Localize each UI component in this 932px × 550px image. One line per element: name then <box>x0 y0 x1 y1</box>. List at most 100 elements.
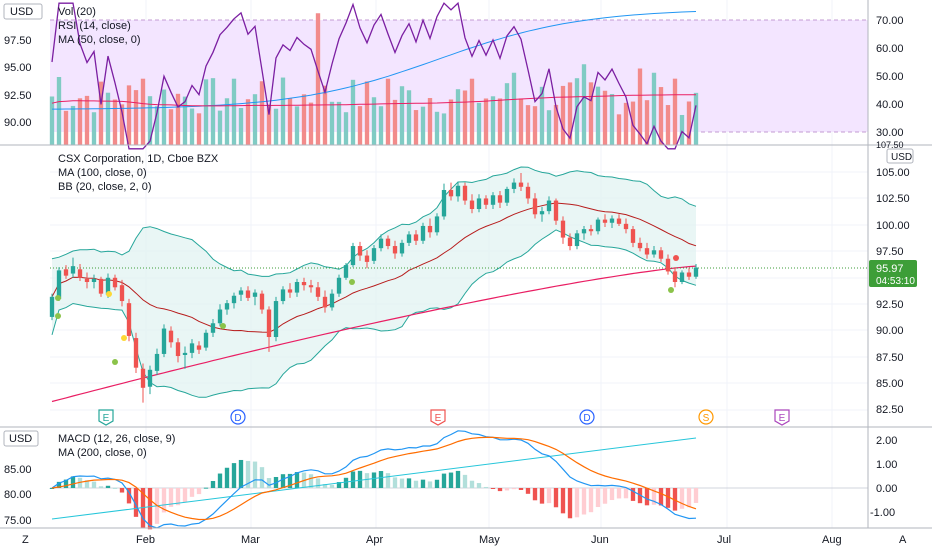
price-tick: 85.00 <box>876 378 904 390</box>
top-left-axis: 97.50 95.00 92.50 90.00 <box>4 35 32 129</box>
volume-bar <box>350 79 356 145</box>
macd-hist-bar <box>581 488 587 515</box>
volume-bar <box>336 101 342 145</box>
volume-bar <box>154 106 160 145</box>
rsi-line <box>51 1 697 150</box>
macd-hist-bar <box>392 477 398 488</box>
candle-body <box>133 338 139 368</box>
candle-body <box>406 234 412 243</box>
candle-body <box>168 330 174 343</box>
macd-hist-bar <box>539 488 545 504</box>
candle-body <box>469 200 475 210</box>
event-marker-earnings-future <box>774 409 790 426</box>
macd-hist-bar <box>511 488 517 490</box>
candle-body <box>392 246 398 254</box>
candle-body <box>266 309 272 338</box>
volume-bar <box>553 104 559 145</box>
price-tick: 90.00 <box>876 325 904 337</box>
main-right-axis[interactable]: USD 105.00 102.50 100.00 97.50 92.50 90.… <box>869 148 917 416</box>
candle-body <box>539 211 545 215</box>
volume-bar <box>119 104 125 145</box>
macd-hist-bar <box>427 481 433 488</box>
volume-bar <box>147 96 153 145</box>
bottom-right-axis[interactable]: 2.00 1.00 0.00 -1.00 <box>870 435 897 519</box>
price-tick: 97.50 <box>876 246 904 258</box>
volume-bar <box>294 106 300 145</box>
volume-bar <box>287 98 293 145</box>
volume-bar <box>371 97 377 145</box>
symbol-title[interactable]: CSX Corporation, 1D, Cboe BZX <box>58 153 219 165</box>
event-marker-letter: E <box>435 413 442 424</box>
currency-badge[interactable] <box>3 3 43 20</box>
candle-body <box>609 218 615 223</box>
candle-body <box>77 269 83 278</box>
volume-bar <box>126 85 132 145</box>
macd-hist-bar <box>399 478 405 488</box>
volume-bar <box>252 94 258 145</box>
candle-body <box>315 287 321 297</box>
volume-bar <box>581 64 587 145</box>
candle-body <box>259 293 265 310</box>
legend-ma50: MA (50, close, 0) <box>58 34 141 46</box>
volume-bar <box>91 112 97 145</box>
candle-body <box>357 246 363 256</box>
rsi-tick: 30.00 <box>876 127 904 139</box>
rsi-tick: 60.00 <box>876 43 904 55</box>
top-left-tick: 92.50 <box>4 90 32 102</box>
candle-body <box>581 229 587 234</box>
macd-hist-bar <box>259 467 265 488</box>
event-marker-dividend <box>230 409 246 425</box>
volume-bar <box>315 13 321 145</box>
macd-hist-bar <box>686 488 692 508</box>
event-marker-earnings-red <box>430 409 446 426</box>
volume-ma-line <box>52 11 697 110</box>
volume-bar <box>280 77 286 145</box>
bollinger-basis <box>51 202 697 333</box>
macd-hist-bar <box>406 478 412 488</box>
top-right-axis[interactable]: 70.00 60.00 50.00 40.00 30.00 107.50 <box>876 15 904 150</box>
macd-hist-bar <box>616 488 622 499</box>
macd-hist-bar <box>308 474 314 488</box>
candle-body <box>623 223 629 230</box>
macd-hist-bar <box>644 488 650 506</box>
partial-tick: 107.50 <box>876 140 904 150</box>
macd-hist-bar <box>287 473 293 488</box>
macd-pane[interactable] <box>49 430 868 530</box>
volume-bar <box>476 102 482 145</box>
volume-bars <box>49 13 699 145</box>
candle-body <box>119 285 125 302</box>
volume-bar <box>651 72 657 145</box>
time-axis[interactable]: Z Feb Mar Apr May Jun Jul Aug A <box>22 534 907 546</box>
volume-rsi-pane[interactable] <box>49 1 868 150</box>
macd-tick: -1.00 <box>870 507 895 519</box>
volume-bar <box>133 90 139 145</box>
currency-badge[interactable] <box>886 148 914 164</box>
signal-dot <box>112 359 118 365</box>
currency-badge[interactable] <box>3 430 39 447</box>
bottom-legend: USD MACD (12, 26, close, 9) MA (200, clo… <box>3 430 175 459</box>
auto-scale-button[interactable]: A <box>899 534 907 546</box>
candle-body <box>595 219 601 232</box>
candle-body <box>350 246 356 266</box>
macd-line <box>51 430 697 529</box>
currency-label: USD <box>891 152 912 163</box>
candle-body <box>427 225 433 233</box>
candle-body <box>511 182 517 189</box>
macd-hist-bar <box>266 478 272 488</box>
candle-body <box>504 188 510 203</box>
candle-body <box>525 186 531 199</box>
macd-hist-bar <box>595 488 601 508</box>
volume-bar <box>273 108 279 145</box>
volume-bar <box>385 78 391 145</box>
candle-body <box>217 309 223 324</box>
volume-bar <box>693 92 699 145</box>
macd-tick: 1.00 <box>876 459 897 471</box>
timezone-button[interactable]: Z <box>22 534 29 546</box>
candle-body <box>434 216 440 233</box>
volume-bar <box>504 83 510 145</box>
candle-body <box>413 234 419 241</box>
top-left-tick: 90.00 <box>4 117 32 129</box>
